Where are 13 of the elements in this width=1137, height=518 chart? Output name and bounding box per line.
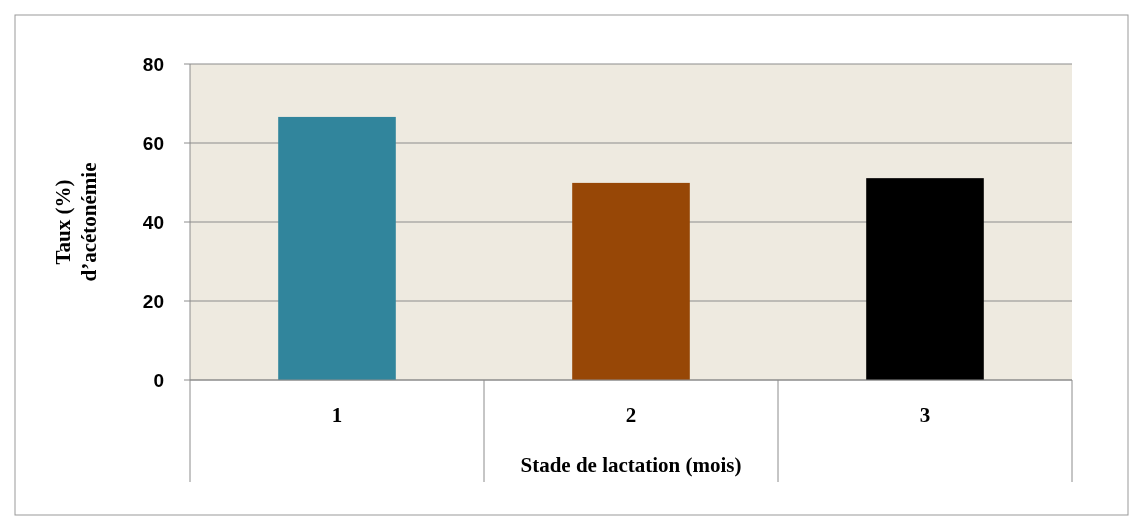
y-tick-label: 80 [142, 53, 164, 75]
y-tick-label: 60 [142, 132, 164, 154]
y-tick-label: 40 [142, 211, 164, 233]
bar [278, 116, 396, 380]
x-axis-title: Stade de lactation (mois) [520, 453, 742, 477]
y-tick-label: 0 [153, 369, 164, 391]
y-tick-label: 20 [142, 290, 164, 312]
x-tick-label: 1 [331, 403, 343, 427]
bar [572, 182, 690, 380]
x-tick-label: 3 [919, 403, 931, 427]
y-axis-title: Taux (%) d’acétonémie [51, 162, 101, 282]
bar [866, 178, 984, 380]
x-tick-label: 2 [625, 403, 637, 427]
